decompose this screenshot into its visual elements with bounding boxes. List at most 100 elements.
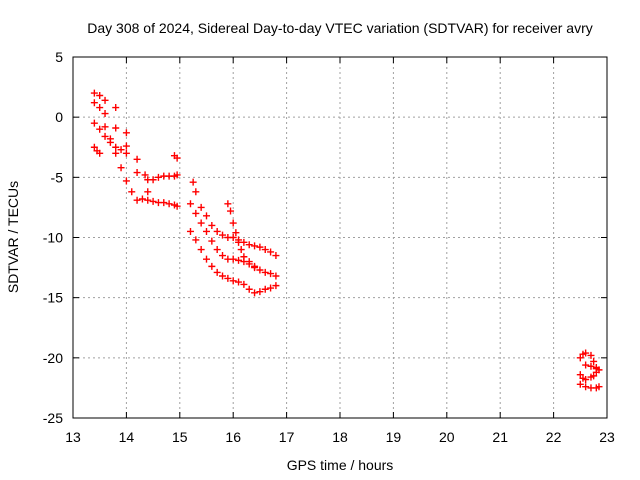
series-track-i (186, 227, 280, 297)
data-point (595, 366, 603, 374)
data-point (245, 241, 253, 249)
data-point (576, 354, 584, 362)
data-point (251, 289, 259, 297)
data-point (256, 243, 264, 251)
data-point (160, 199, 168, 207)
series-track-g (189, 178, 280, 260)
chart-title: Day 308 of 2024, Sidereal Day-to-day VTE… (87, 20, 593, 36)
data-point (197, 219, 205, 227)
y-tick-label: -5 (51, 169, 64, 185)
data-point (197, 246, 205, 254)
y-tick-label: 0 (55, 109, 63, 125)
data-point (245, 258, 253, 266)
data-point (192, 236, 200, 244)
data-point (267, 270, 275, 278)
y-tick-label: -25 (43, 410, 63, 426)
data-point (267, 248, 275, 256)
data-point (235, 278, 243, 286)
axis-ticks (72, 56, 608, 419)
data-point (261, 285, 269, 293)
data-point (117, 164, 125, 172)
data-point (96, 149, 104, 157)
series-track-d (101, 123, 181, 210)
data-point (112, 149, 120, 157)
data-point (582, 361, 590, 369)
data-point (208, 262, 216, 270)
data-point (112, 104, 120, 112)
series-track-b (90, 99, 152, 196)
series-track-a (90, 89, 181, 184)
data-points (90, 89, 603, 392)
data-point (235, 256, 243, 264)
data-point (235, 238, 243, 246)
data-point (112, 124, 120, 132)
data-point (101, 110, 109, 118)
data-point (96, 104, 104, 112)
data-point (96, 92, 104, 100)
x-axis-label: GPS time / hours (287, 457, 394, 473)
series-track-l (576, 380, 603, 392)
data-point (213, 227, 221, 235)
data-point (261, 268, 269, 276)
x-axis-tick-labels: 13 14 15 16 17 18 19 20 21 22 23 (65, 429, 615, 445)
data-point (141, 171, 149, 179)
data-point (232, 229, 240, 237)
data-point (90, 99, 98, 107)
data-point (267, 284, 275, 292)
y-tick-label: -15 (43, 290, 63, 306)
data-point (96, 125, 104, 133)
series-track-e (90, 143, 104, 157)
data-point (122, 177, 130, 185)
grid-lines (73, 57, 607, 418)
x-tick-label: 17 (279, 429, 295, 445)
series-track-j (224, 200, 259, 270)
x-tick-label: 20 (439, 429, 455, 445)
x-tick-label: 21 (492, 429, 508, 445)
data-point (251, 262, 259, 270)
data-point (128, 188, 136, 196)
data-point (587, 351, 595, 359)
x-tick-label: 15 (172, 429, 188, 445)
data-point (192, 188, 200, 196)
data-point (272, 282, 280, 290)
data-point (224, 274, 232, 282)
series-track-m (582, 361, 603, 374)
data-point (582, 349, 590, 357)
data-point (245, 285, 253, 293)
data-point (240, 280, 248, 288)
data-point (203, 227, 210, 235)
data-point (219, 252, 227, 260)
data-point (122, 149, 130, 157)
data-point (138, 195, 146, 203)
series-track-f (170, 152, 181, 162)
data-point (197, 203, 205, 211)
data-point (256, 288, 264, 296)
x-tick-label: 18 (332, 429, 348, 445)
data-point (149, 197, 157, 205)
y-tick-label: -10 (43, 230, 63, 246)
data-point (203, 255, 210, 263)
data-point (219, 272, 227, 280)
data-point (229, 255, 237, 263)
data-point (251, 242, 259, 250)
data-point (256, 266, 264, 274)
data-point (101, 132, 109, 140)
data-point (189, 178, 197, 186)
data-point (144, 196, 152, 204)
data-point (192, 209, 200, 217)
x-tick-label: 23 (599, 429, 615, 445)
data-point (203, 212, 210, 220)
series-track-c (90, 119, 130, 157)
data-point (261, 246, 269, 254)
data-point (582, 383, 590, 391)
data-point (122, 142, 130, 150)
x-tick-label: 22 (546, 429, 562, 445)
data-point (112, 143, 120, 151)
data-point (219, 231, 227, 239)
y-tick-label: 5 (55, 49, 63, 65)
data-point (576, 380, 584, 388)
data-point (587, 362, 595, 370)
x-tick-label: 16 (225, 429, 241, 445)
data-point (576, 371, 584, 379)
